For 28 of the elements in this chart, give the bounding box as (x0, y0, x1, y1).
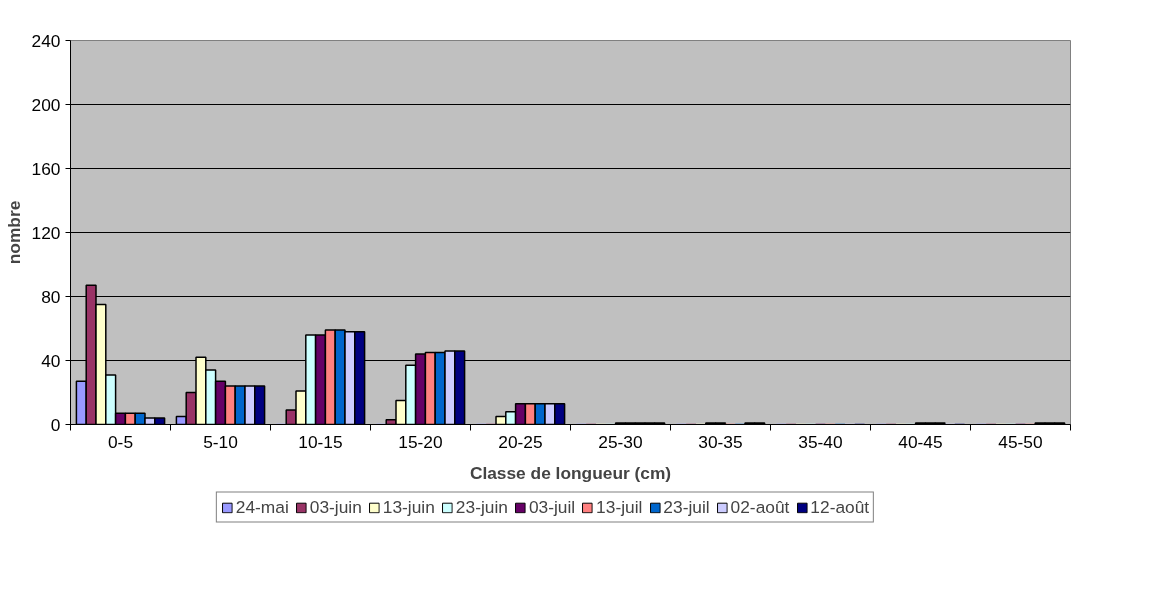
x-tick-label: 40-45 (898, 431, 943, 452)
legend-label: 23-juin (455, 496, 508, 518)
x-tick-label: 10-15 (298, 431, 343, 452)
x-tick-label: 0-5 (107, 431, 134, 452)
x-tick-label: 45-50 (998, 431, 1043, 452)
y-tick-label: 200 (31, 94, 61, 115)
legend-label: 03-juil (528, 496, 576, 518)
x-tick-label: 5-10 (203, 431, 238, 452)
y-tick-label: 0 (50, 414, 61, 435)
legend-label: 13-juin (382, 496, 435, 518)
x-tick-label: 30-35 (698, 431, 743, 452)
y-tick-label: 240 (31, 30, 61, 51)
legend-label: 03-juin (309, 496, 362, 518)
x-tick-label: 20-25 (498, 431, 543, 452)
y-tick-label: 160 (31, 158, 61, 179)
legend-label: 13-juil (596, 496, 643, 518)
x-axis-title: Classe de longueur (cm) (469, 462, 672, 483)
y-tick-label: 120 (31, 222, 61, 243)
x-tick-label: 15-20 (398, 431, 443, 452)
legend-label: 12-août (810, 496, 870, 518)
legend-label: 24-mai (235, 496, 289, 518)
legend-label: 02-août (730, 496, 790, 518)
legend-label: 23-juil (663, 496, 710, 518)
y-axis-title: nombre (3, 200, 24, 265)
y-tick-label: 80 (41, 286, 61, 307)
x-tick-label: 35-40 (798, 431, 843, 452)
x-tick-label: 25-30 (598, 431, 643, 452)
y-tick-label: 40 (41, 350, 61, 371)
